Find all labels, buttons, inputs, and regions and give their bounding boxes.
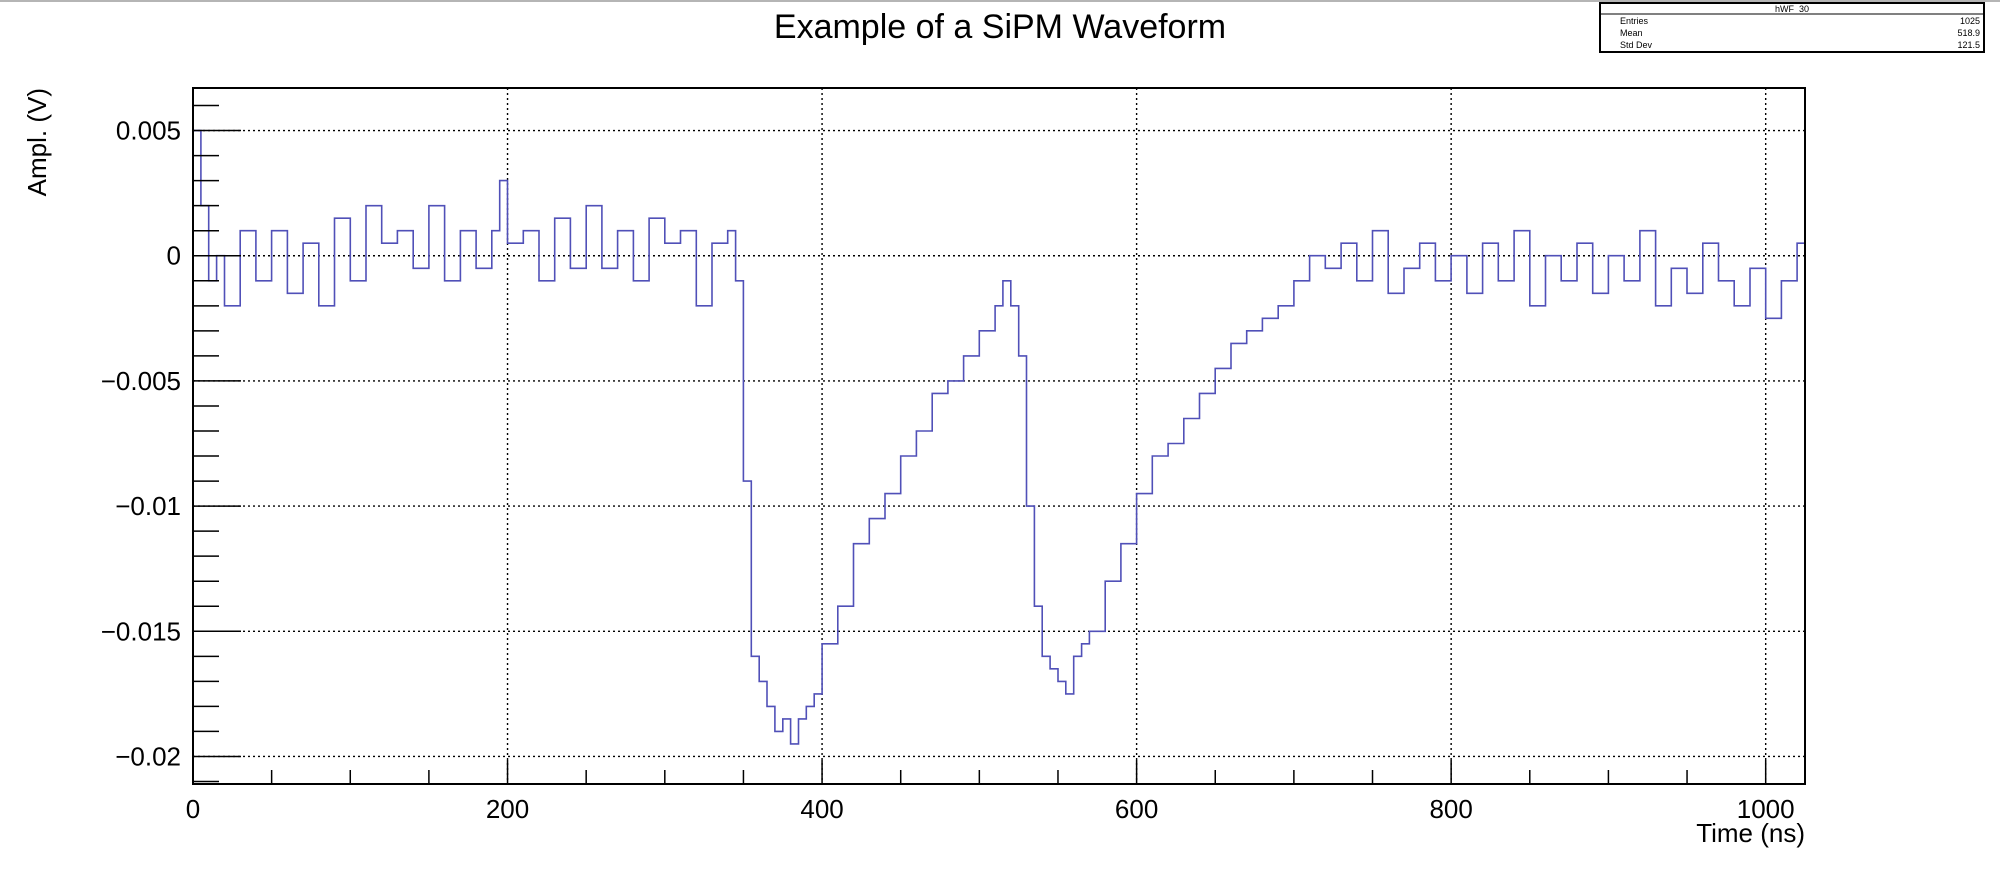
chart-title: Example of a SiPM Waveform xyxy=(774,8,1226,46)
y-tick-label: −0.015 xyxy=(101,616,181,646)
stats-entries-label: Entries xyxy=(1620,16,1649,26)
window-top-border xyxy=(0,0,2000,2)
y-tick-label: 0 xyxy=(167,241,181,271)
grid xyxy=(193,88,1805,784)
axis-ticks xyxy=(192,104,1767,784)
x-tick-label: 600 xyxy=(1115,794,1158,824)
stats-box-frame xyxy=(1599,2,1985,53)
x-tick-label: 800 xyxy=(1429,794,1472,824)
plot-frame xyxy=(192,87,1806,785)
x-tick-label: 200 xyxy=(486,794,529,824)
y-tick-label: −0.005 xyxy=(101,366,181,396)
stats-stddev-value: 121.5 xyxy=(1957,40,1980,50)
axis-tick-labels: 0 200 400 600 800 1000 0.005 0 −0.005 −0.01 −0.015… xyxy=(101,116,1795,824)
stats-entries-value: 1025 xyxy=(1960,16,1980,26)
x-tick-label: 0 xyxy=(186,794,200,824)
y-tick-label: −0.02 xyxy=(115,741,181,771)
stats-mean-label: Mean xyxy=(1620,28,1643,38)
stats-box: hWF_30 Entries 1025 Mean 518.9 Std Dev 1… xyxy=(1599,2,1985,53)
series-layer xyxy=(193,129,1806,745)
y-tick-label: −0.01 xyxy=(115,491,181,521)
waveform-line xyxy=(193,129,1806,745)
y-axis-title: Ampl. (V) xyxy=(22,88,52,196)
y-tick-label: 0.005 xyxy=(116,116,181,146)
stats-box-title: hWF_30 xyxy=(1775,4,1809,14)
stats-mean-value: 518.9 xyxy=(1957,28,1980,38)
x-axis-title: Time (ns) xyxy=(1696,818,1805,848)
x-tick-label: 400 xyxy=(800,794,843,824)
stats-stddev-label: Std Dev xyxy=(1620,40,1653,50)
x-tick-label: 1000 xyxy=(1737,794,1795,824)
